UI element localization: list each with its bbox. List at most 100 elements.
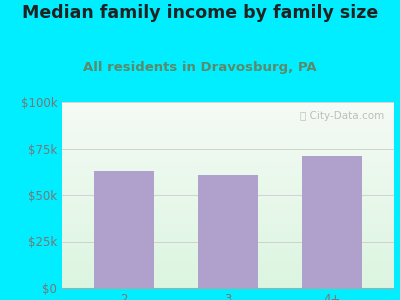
Bar bbox=[62, 182, 394, 184]
Bar bbox=[62, 254, 394, 256]
Bar bbox=[62, 193, 394, 195]
Bar bbox=[62, 215, 394, 217]
Bar bbox=[62, 221, 394, 223]
Bar bbox=[62, 184, 394, 186]
Bar bbox=[62, 277, 394, 279]
Bar bbox=[94, 171, 154, 288]
Bar bbox=[62, 173, 394, 175]
Bar bbox=[62, 110, 394, 111]
Bar bbox=[62, 210, 394, 212]
Bar bbox=[62, 126, 394, 128]
Bar bbox=[62, 206, 394, 208]
Bar bbox=[62, 266, 394, 268]
Bar bbox=[62, 152, 394, 154]
Bar bbox=[62, 262, 394, 264]
Bar bbox=[62, 136, 394, 137]
Bar bbox=[62, 279, 394, 280]
Bar bbox=[62, 165, 394, 167]
Bar bbox=[62, 264, 394, 266]
Bar bbox=[62, 141, 394, 143]
Bar bbox=[62, 236, 394, 238]
Bar bbox=[62, 219, 394, 221]
Bar bbox=[62, 143, 394, 145]
Bar bbox=[62, 180, 394, 182]
Bar bbox=[62, 150, 394, 152]
Bar bbox=[302, 156, 362, 288]
Bar bbox=[62, 139, 394, 141]
Bar bbox=[62, 212, 394, 214]
Bar bbox=[62, 147, 394, 148]
Bar bbox=[62, 164, 394, 165]
Bar bbox=[62, 175, 394, 176]
Bar bbox=[62, 242, 394, 243]
Bar bbox=[62, 234, 394, 236]
Bar bbox=[62, 201, 394, 203]
Bar bbox=[62, 253, 394, 254]
Bar bbox=[62, 199, 394, 201]
Bar bbox=[198, 175, 258, 288]
Bar bbox=[62, 171, 394, 173]
Bar bbox=[62, 286, 394, 288]
Bar bbox=[62, 243, 394, 245]
Bar bbox=[62, 161, 394, 164]
Bar bbox=[62, 121, 394, 122]
Bar bbox=[62, 260, 394, 262]
Bar bbox=[62, 273, 394, 275]
Bar bbox=[62, 280, 394, 282]
Bar bbox=[62, 104, 394, 106]
Bar bbox=[62, 282, 394, 284]
Bar bbox=[62, 238, 394, 240]
Bar bbox=[62, 232, 394, 234]
Bar bbox=[62, 284, 394, 286]
Bar bbox=[62, 178, 394, 180]
Bar bbox=[62, 230, 394, 232]
Bar bbox=[62, 240, 394, 242]
Bar bbox=[62, 154, 394, 156]
Bar bbox=[62, 204, 394, 206]
Bar bbox=[62, 268, 394, 269]
Bar bbox=[62, 145, 394, 147]
Bar bbox=[62, 134, 394, 136]
Text: ⓘ City-Data.com: ⓘ City-Data.com bbox=[300, 111, 384, 121]
Bar bbox=[62, 256, 394, 258]
Bar bbox=[62, 189, 394, 191]
Bar bbox=[62, 113, 394, 115]
Bar bbox=[62, 167, 394, 169]
Bar bbox=[62, 269, 394, 271]
Bar bbox=[62, 275, 394, 277]
Bar bbox=[62, 188, 394, 189]
Bar bbox=[62, 117, 394, 119]
Bar bbox=[62, 128, 394, 130]
Bar bbox=[62, 251, 394, 253]
Bar bbox=[62, 176, 394, 178]
Bar bbox=[62, 186, 394, 188]
Bar bbox=[62, 249, 394, 251]
Bar bbox=[62, 122, 394, 124]
Bar bbox=[62, 226, 394, 229]
Bar bbox=[62, 191, 394, 193]
Bar bbox=[62, 158, 394, 160]
Bar bbox=[62, 124, 394, 126]
Bar bbox=[62, 225, 394, 226]
Bar bbox=[62, 223, 394, 225]
Text: Median family income by family size: Median family income by family size bbox=[22, 4, 378, 22]
Bar bbox=[62, 137, 394, 139]
Bar bbox=[62, 208, 394, 210]
Bar bbox=[62, 214, 394, 215]
Bar bbox=[62, 197, 394, 199]
Bar bbox=[62, 132, 394, 134]
Bar bbox=[62, 119, 394, 121]
Bar bbox=[62, 245, 394, 247]
Bar bbox=[62, 102, 394, 104]
Bar bbox=[62, 156, 394, 158]
Bar bbox=[62, 258, 394, 260]
Bar bbox=[62, 271, 394, 273]
Bar bbox=[62, 108, 394, 109]
Bar bbox=[62, 130, 394, 132]
Bar bbox=[62, 195, 394, 197]
Bar bbox=[62, 160, 394, 161]
Bar bbox=[62, 247, 394, 249]
Bar bbox=[62, 169, 394, 171]
Bar bbox=[62, 217, 394, 219]
Bar bbox=[62, 229, 394, 230]
